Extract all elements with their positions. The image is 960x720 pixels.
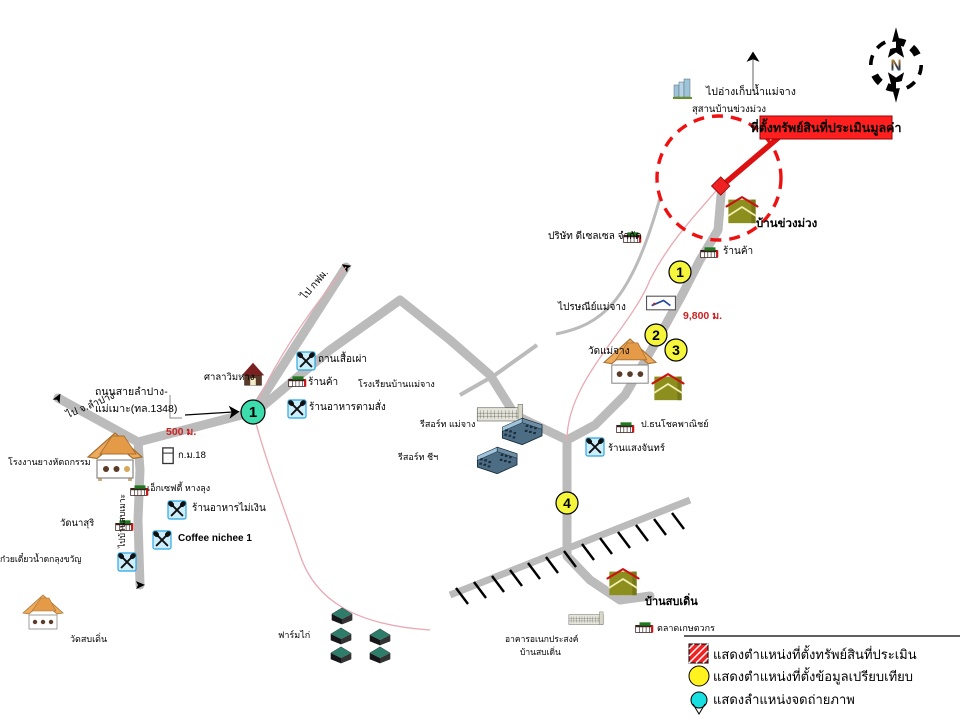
svg-text:4: 4 <box>563 495 571 511</box>
svg-text:2: 2 <box>652 327 660 343</box>
svg-text:แสดงลำแหน่งจดถ่ายภาพ: แสดงลำแหน่งจดถ่ายภาพ <box>713 692 855 707</box>
svg-text:แสดงตำแหน่งที่ตั้งข้อมูลเปรียบ: แสดงตำแหน่งที่ตั้งข้อมูลเปรียบเทียบ <box>713 667 913 685</box>
svg-text:1: 1 <box>676 264 684 280</box>
svg-text:ที่ตั้งทรัพย์สินที่ประเมินมูลค: ที่ตั้งทรัพย์สินที่ประเมินมูลค่า <box>750 118 901 136</box>
svg-text:แสดงตำแหน่งที่ตั้งทรัพย์สินที่: แสดงตำแหน่งที่ตั้งทรัพย์สินที่ประเมิน <box>713 645 917 662</box>
svg-text:3: 3 <box>672 342 680 358</box>
svg-text:1: 1 <box>249 404 257 421</box>
